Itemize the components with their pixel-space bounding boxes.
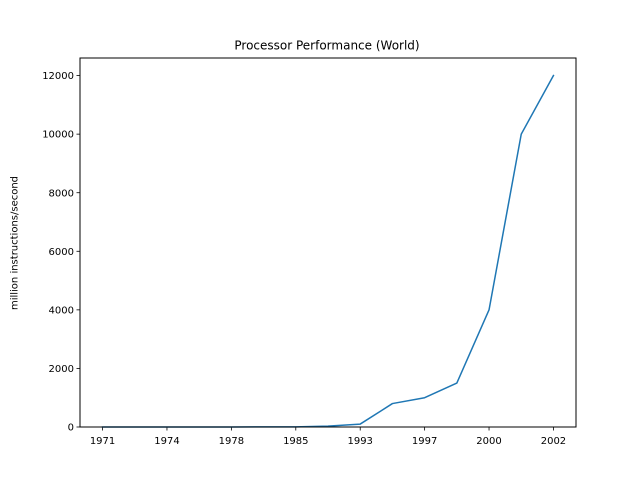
plot-frame xyxy=(79,57,577,428)
x-tick-label: 2002 xyxy=(541,436,566,447)
y-tick-label: 12000 xyxy=(42,71,74,82)
y-tick-label: 0 xyxy=(68,423,74,434)
y-axis-label: million instructions/second xyxy=(10,176,21,310)
x-tick-label: 1997 xyxy=(412,436,437,447)
x-tick-label: 2000 xyxy=(476,436,501,447)
x-tick-label: 1971 xyxy=(90,436,115,447)
y-tick-label: 8000 xyxy=(49,188,74,199)
x-axis-ticks: 1971 1974 1978 1985 1993 1997 2000 2002 xyxy=(90,427,566,447)
y-tick-label: 10000 xyxy=(42,130,74,141)
x-tick-label: 1978 xyxy=(219,436,244,447)
x-tick-label: 1985 xyxy=(283,436,308,447)
y-tick-label: 6000 xyxy=(49,247,74,258)
y-tick-label: 2000 xyxy=(49,364,74,375)
x-tick-label: 1974 xyxy=(154,436,179,447)
x-tick-label: 1993 xyxy=(347,436,372,447)
chart-title: Processor Performance (World) xyxy=(234,39,419,53)
y-tick-label: 4000 xyxy=(49,305,74,316)
y-axis-ticks: 0 2000 4000 6000 8000 10000 12000 xyxy=(42,71,80,434)
